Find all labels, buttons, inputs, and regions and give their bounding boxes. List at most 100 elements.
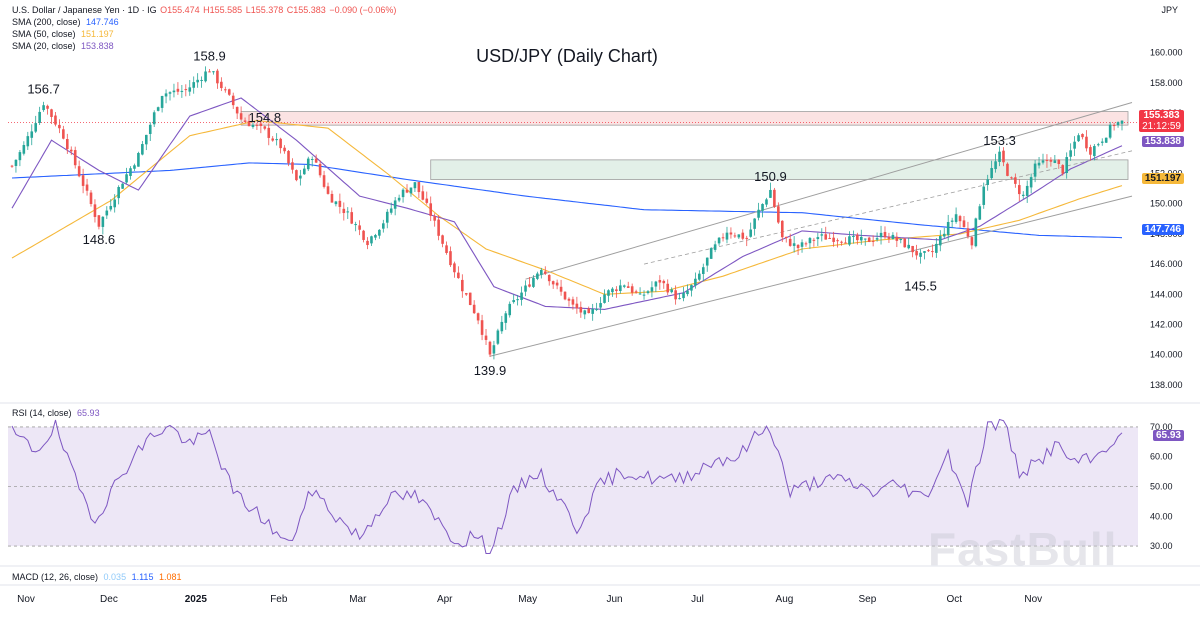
candle-body xyxy=(705,257,709,266)
candle-body xyxy=(804,243,808,245)
candle-body xyxy=(184,89,188,91)
candle-body xyxy=(374,235,377,238)
candle-body xyxy=(856,234,859,241)
macd-value-2: 1.115 xyxy=(131,572,154,582)
candle-body xyxy=(852,236,855,238)
candle-body xyxy=(172,90,176,93)
candle-body xyxy=(472,304,476,314)
candle-body xyxy=(283,147,286,152)
candle-body xyxy=(1037,162,1041,166)
candle-body xyxy=(97,215,101,227)
sma50-legend[interactable]: SMA (50, close) 151.197 xyxy=(12,28,114,40)
rsi-tick-label: 60.00 xyxy=(1150,452,1173,462)
candle-body xyxy=(93,204,97,217)
candle-body xyxy=(200,79,203,81)
symbol-line: U.S. Dollar / Japanese Yen · 1D · IG xyxy=(12,5,157,15)
x-tick-label: Dec xyxy=(100,594,118,605)
candle-body xyxy=(137,152,140,167)
candle-body xyxy=(990,168,993,179)
candle-body xyxy=(725,232,729,240)
candle-body xyxy=(970,237,974,246)
candle-body xyxy=(121,183,124,189)
candle-body xyxy=(156,107,160,111)
candle-body xyxy=(615,289,618,292)
candle-body xyxy=(958,216,962,222)
x-tick-label: Mar xyxy=(349,594,367,605)
candle-body xyxy=(654,281,658,287)
sma20-line xyxy=(11,97,1123,310)
candle-body xyxy=(10,165,14,167)
candle-body xyxy=(753,218,756,229)
candle-body xyxy=(998,151,1001,162)
candle-body xyxy=(125,174,128,183)
candle-body xyxy=(141,144,144,155)
candle-body xyxy=(946,221,950,235)
sma200-value: 147.746 xyxy=(86,17,119,27)
candle-body xyxy=(354,224,357,226)
candle-body xyxy=(792,243,796,246)
candle-body xyxy=(927,250,930,252)
candle-body xyxy=(694,278,697,286)
candle-body xyxy=(208,71,211,73)
candle-body xyxy=(26,136,30,147)
watermark: FastBull xyxy=(928,523,1118,575)
candle-body xyxy=(698,273,701,280)
candle-body xyxy=(737,234,741,238)
candle-body xyxy=(77,166,81,177)
candle-body xyxy=(966,228,970,237)
candle-body xyxy=(322,175,326,187)
candle-body xyxy=(844,242,847,244)
candle-body xyxy=(883,231,887,238)
candle-body xyxy=(547,274,551,282)
annotation-label: 154.8 xyxy=(249,110,282,125)
candle-body xyxy=(476,313,480,321)
candle-body xyxy=(366,240,369,246)
candle-body xyxy=(863,238,867,240)
candle-body xyxy=(1096,144,1100,146)
candle-body xyxy=(773,189,776,207)
rsi-legend[interactable]: RSI (14, close) 65.93 xyxy=(12,407,100,419)
candle-body xyxy=(457,272,460,279)
candle-body xyxy=(468,292,472,306)
sma200-line xyxy=(11,162,1123,239)
candle-body xyxy=(1041,160,1045,163)
sma20-legend[interactable]: SMA (20, close) 153.838 xyxy=(12,40,114,52)
candle-body xyxy=(619,285,622,291)
candle-body xyxy=(480,320,484,335)
macd-legend[interactable]: MACD (12, 26, close) 0.035 1.115 1.081 xyxy=(12,571,182,583)
candle-body xyxy=(607,290,610,296)
rsi-tick-label: 30.00 xyxy=(1150,541,1173,551)
candle-body xyxy=(911,245,914,253)
candle-body xyxy=(299,175,302,179)
candle-body xyxy=(745,237,749,239)
candle-body xyxy=(942,233,946,237)
x-tick-label: Oct xyxy=(947,594,963,605)
candle-body xyxy=(30,131,34,138)
bar-countdown: 21:12:59 xyxy=(1142,121,1181,132)
candle-body xyxy=(362,230,365,240)
ohlc-high: H155.585 xyxy=(203,5,243,15)
candle-body xyxy=(389,208,393,213)
candle-body xyxy=(34,123,38,132)
candle-body xyxy=(358,225,361,230)
candle-body xyxy=(938,236,942,246)
candle-body xyxy=(1100,141,1104,143)
candle-body xyxy=(1025,185,1029,196)
candle-body xyxy=(1104,137,1108,143)
moving-averages xyxy=(11,97,1123,310)
candle-body xyxy=(259,123,263,127)
candle-body xyxy=(784,236,788,238)
candle-body xyxy=(66,139,69,150)
candle-body xyxy=(1002,150,1005,163)
sma200-price-box: 147.746 xyxy=(1141,224,1184,235)
annotation-label: 139.9 xyxy=(474,363,507,378)
candle-body xyxy=(437,219,440,236)
candle-body xyxy=(176,88,180,92)
candle-body xyxy=(630,286,634,293)
candle-body xyxy=(326,186,330,194)
candle-body xyxy=(978,206,982,220)
sma200-legend[interactable]: SMA (200, close) 147.746 xyxy=(12,16,119,28)
candle-body xyxy=(646,291,650,294)
candle-body xyxy=(741,232,745,239)
candle-body xyxy=(634,291,638,293)
